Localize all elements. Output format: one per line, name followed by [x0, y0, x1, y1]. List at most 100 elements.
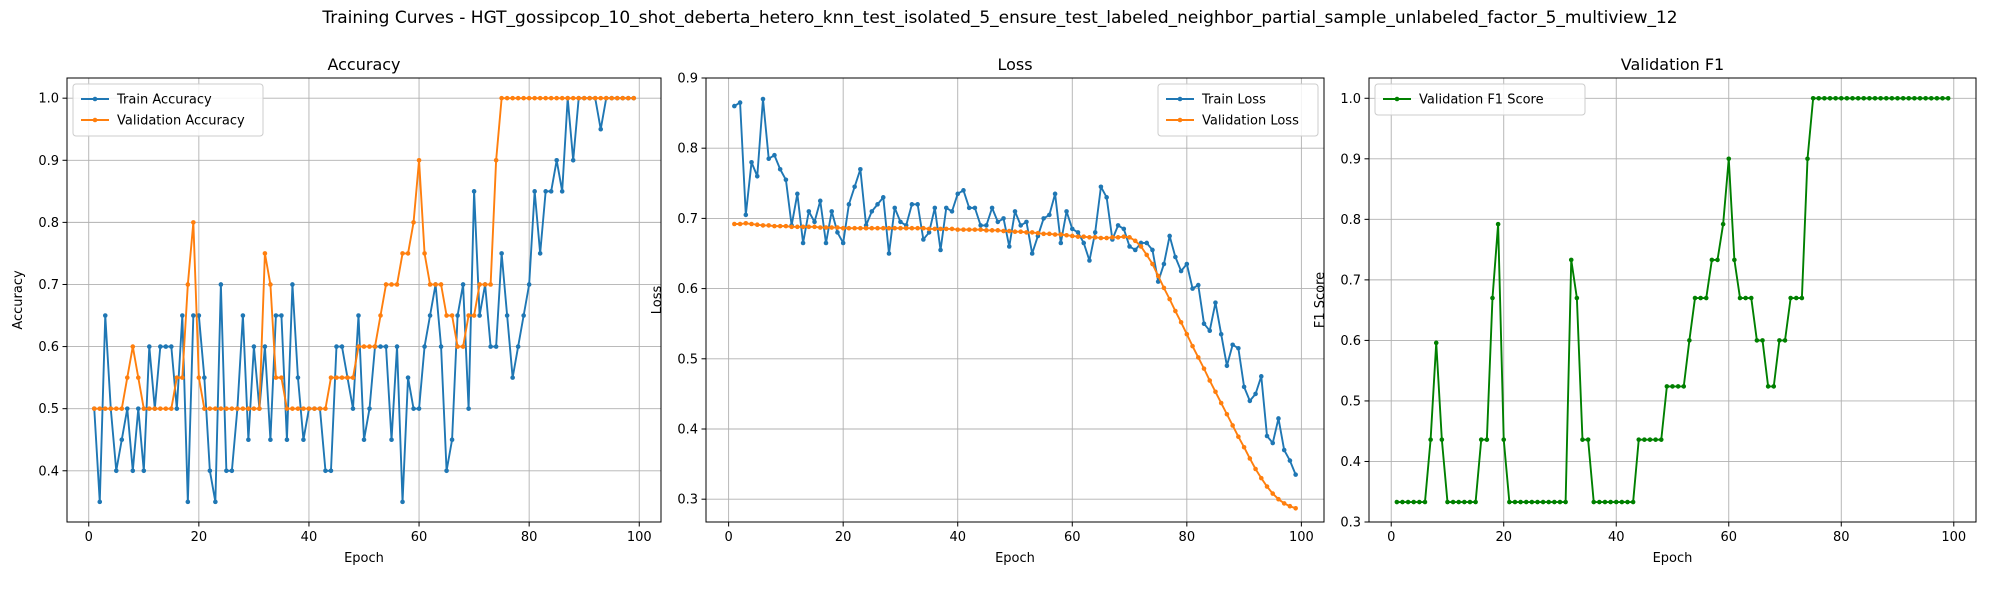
data-point	[1190, 343, 1195, 349]
data-point	[886, 225, 892, 231]
data-point	[444, 468, 449, 474]
data-point	[317, 406, 323, 411]
data-point	[1001, 216, 1006, 221]
y-tick-label: 1.0	[38, 92, 59, 107]
data-point	[152, 406, 158, 411]
data-point	[754, 173, 760, 179]
data-point	[312, 406, 317, 411]
data-point	[737, 221, 743, 227]
chart-title: Loss	[997, 55, 1032, 74]
axes-frame	[1368, 77, 1977, 523]
data-point	[800, 224, 806, 230]
data-point	[493, 344, 499, 349]
data-point	[978, 227, 983, 232]
data-point	[766, 156, 772, 162]
data-point	[405, 375, 411, 380]
data-point	[334, 344, 339, 349]
x-tick-label: 80	[521, 530, 538, 545]
data-point	[537, 95, 543, 101]
data-point	[1883, 95, 1889, 101]
data-point	[772, 223, 777, 229]
data-point	[1230, 342, 1235, 348]
data-point	[1213, 300, 1218, 305]
data-point	[411, 406, 416, 411]
data-point	[251, 406, 257, 411]
data-point	[361, 344, 367, 349]
data-point	[732, 221, 737, 227]
data-point	[795, 224, 800, 230]
y-tick-label: 0.7	[38, 278, 59, 293]
legend-swatch-marker	[92, 96, 98, 102]
data-point	[339, 344, 345, 349]
data-point	[548, 95, 554, 101]
data-point	[1218, 331, 1224, 337]
data-point	[1184, 331, 1190, 337]
data-point	[800, 240, 806, 246]
data-point	[1805, 156, 1810, 162]
data-point	[526, 95, 532, 101]
data-point	[570, 157, 576, 163]
data-point	[532, 189, 537, 194]
data-point	[1889, 95, 1895, 101]
y-tick-label: 0.9	[677, 72, 698, 87]
data-point	[400, 251, 405, 256]
data-point	[1253, 391, 1258, 397]
data-point	[892, 225, 898, 231]
data-point	[1224, 411, 1230, 417]
data-point	[1058, 240, 1064, 246]
data-point	[224, 468, 229, 474]
data-point	[1867, 95, 1872, 101]
data-point	[438, 344, 444, 349]
data-point	[356, 344, 361, 349]
data-point	[218, 282, 224, 287]
data-point	[592, 95, 598, 101]
data-point	[1276, 496, 1281, 502]
data-point	[1207, 328, 1213, 334]
y-tick-label: 0.6	[677, 282, 698, 297]
data-point	[367, 344, 372, 349]
data-point	[334, 375, 339, 380]
data-point	[777, 166, 783, 172]
data-point	[1658, 437, 1664, 442]
data-point	[1253, 466, 1258, 472]
legend-label: Validation F1 Score	[1419, 93, 1544, 108]
x-tick-label: 40	[1608, 530, 1625, 545]
data-point	[1258, 374, 1264, 379]
data-point	[169, 406, 174, 411]
data-point	[290, 406, 295, 411]
data-point	[1917, 95, 1923, 101]
data-point	[625, 95, 631, 101]
data-point	[306, 406, 312, 411]
data-point	[961, 188, 966, 193]
data-point	[772, 152, 777, 158]
data-point	[218, 406, 224, 411]
data-point	[1110, 235, 1115, 240]
data-point	[1613, 499, 1619, 505]
data-point	[760, 96, 766, 102]
data-point	[130, 468, 136, 474]
data-point	[1264, 484, 1270, 489]
data-point	[1264, 433, 1270, 439]
x-tick-label: 40	[949, 530, 966, 545]
data-point	[1490, 295, 1495, 301]
data-point	[1161, 261, 1167, 267]
y-tick-label: 0.6	[1340, 334, 1361, 349]
data-point	[943, 226, 949, 232]
data-point	[1029, 251, 1035, 256]
data-point	[323, 468, 328, 474]
data-point	[1940, 95, 1945, 101]
data-point	[1155, 273, 1161, 279]
data-point	[147, 406, 152, 411]
data-point	[1258, 475, 1264, 481]
legend-swatch-marker	[92, 117, 98, 123]
data-point	[812, 219, 817, 225]
data-point	[1058, 232, 1064, 237]
x-axis-label: Epoch	[344, 551, 384, 566]
data-point	[852, 225, 857, 231]
data-point	[1833, 95, 1838, 101]
data-point	[598, 95, 604, 101]
data-point	[543, 95, 548, 101]
data-point	[1619, 499, 1625, 505]
data-point	[356, 313, 361, 318]
